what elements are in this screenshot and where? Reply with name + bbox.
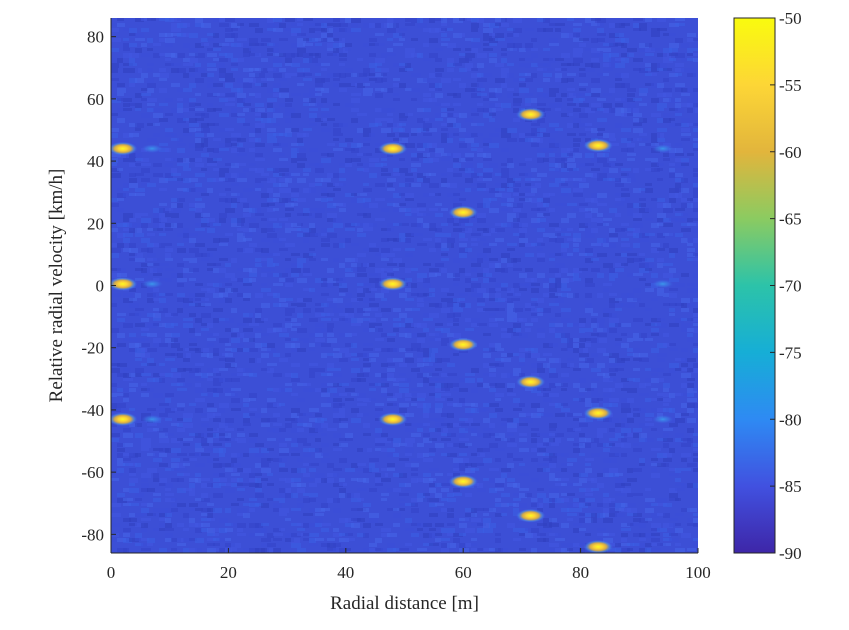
weak-reflection: [651, 144, 674, 154]
target-peak: [583, 138, 614, 153]
y-tick-label: 80: [87, 28, 104, 47]
x-tick-label: 80: [572, 563, 589, 582]
colorbar-tick-label: -55: [779, 76, 802, 95]
colorbar-tick-label: -90: [779, 544, 802, 563]
target-peak: [448, 337, 479, 352]
target-peak: [448, 205, 479, 220]
colorbar-tick-label: -75: [779, 343, 802, 362]
target-peak: [111, 276, 138, 291]
target-peak: [583, 539, 614, 553]
y-tick-label: 40: [87, 152, 104, 171]
colorbar-ticks: -90 -85 -80 -75 -70 -65 -60 -55 -50: [770, 9, 802, 563]
colorbar: -90 -85 -80 -75 -70 -65 -60 -55 -50: [733, 9, 802, 563]
target-peak: [583, 406, 614, 421]
weak-reflection: [141, 279, 164, 289]
colorbar-tick-label: -65: [779, 210, 802, 229]
target-peak: [111, 141, 138, 156]
target-peak: [377, 412, 408, 427]
weak-reflection: [141, 414, 164, 424]
x-tick-label: 40: [337, 563, 354, 582]
y-tick-label: -20: [81, 339, 104, 358]
colorbar-tick-label: -60: [779, 143, 802, 162]
target-peak: [377, 276, 408, 291]
y-tick-label: -60: [81, 463, 104, 482]
target-peak: [377, 141, 408, 156]
weak-reflection: [651, 279, 674, 289]
plot-area: [111, 18, 698, 553]
weak-reflection: [651, 414, 674, 424]
y-tick-label: 0: [96, 277, 105, 296]
x-axis-title: Radial distance [m]: [330, 593, 479, 614]
y-tick-label: -80: [81, 525, 104, 544]
colorbar-tick-label: -70: [779, 277, 802, 296]
y-tick-label: 60: [87, 90, 104, 109]
y-tick-label: -40: [81, 401, 104, 420]
target-peak: [515, 508, 546, 523]
x-tick-label: 100: [685, 563, 711, 582]
colorbar-tick-label: -85: [779, 477, 802, 496]
colorbar-tick-label: -50: [779, 9, 802, 28]
weak-reflection: [141, 144, 164, 154]
peaks-layer: [111, 107, 674, 553]
colorbar-gradient: [734, 18, 775, 553]
y-axis-title: Relative radial velocity [km/h]: [46, 169, 67, 403]
y-tick-label: 20: [87, 214, 104, 233]
colorbar-tick-label: -80: [779, 410, 802, 429]
x-tick-label: 60: [455, 563, 472, 582]
target-peak: [448, 474, 479, 489]
x-tick-label: 0: [107, 563, 116, 582]
x-tick-label: 20: [220, 563, 237, 582]
axes: 0 20 40 60 80 100 -80 -60 -40 -20 0 20 40 60 80: [81, 18, 711, 582]
target-peak: [111, 412, 138, 427]
target-peak: [515, 107, 546, 122]
target-peak: [515, 374, 546, 389]
noise-texture: [111, 18, 698, 553]
